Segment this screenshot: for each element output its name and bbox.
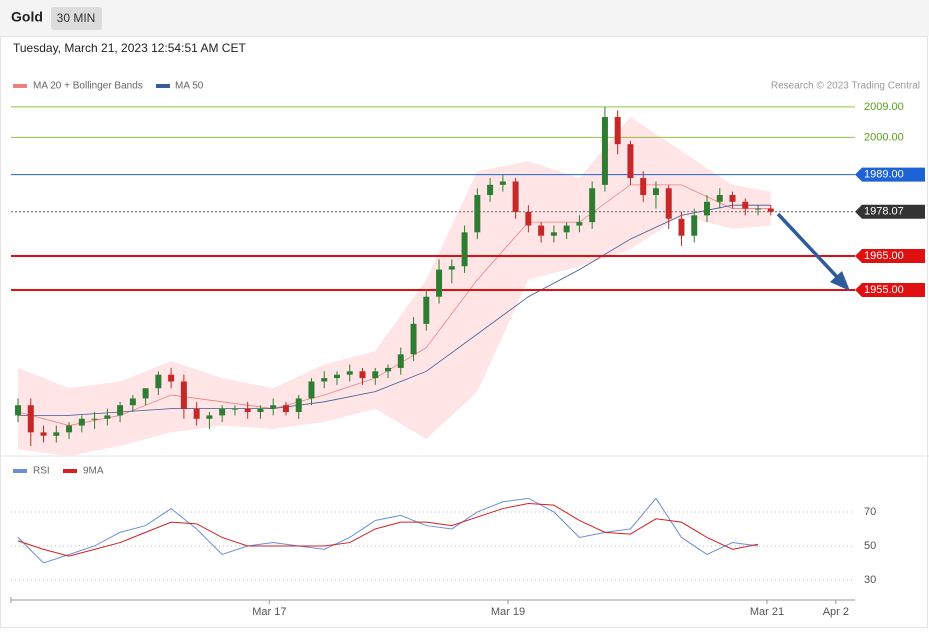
candle-body — [308, 381, 315, 399]
candle-body — [410, 323, 417, 355]
level-label: 1965.00 — [864, 250, 904, 262]
level-label: 1978.07 — [864, 206, 904, 218]
candle-body — [270, 405, 277, 409]
candle-body — [755, 208, 762, 210]
candle-body — [550, 232, 557, 236]
candle-body — [614, 117, 621, 145]
candle-body — [180, 381, 187, 409]
candle-body — [601, 117, 608, 185]
candle-body — [703, 201, 710, 216]
candle-body — [563, 225, 570, 233]
legend-swatch — [13, 469, 27, 473]
forecast-arrowhead — [830, 271, 850, 291]
toolbar — [0, 0, 929, 36]
level-tag — [855, 249, 925, 264]
interval[interactable]: 30 MIN — [57, 11, 96, 25]
level-tag — [855, 282, 925, 297]
candle-body — [742, 201, 749, 209]
x-tick-label: Mar 17 — [252, 606, 286, 618]
candle-body — [15, 405, 22, 416]
level-tag — [855, 204, 925, 219]
candle-body — [231, 408, 238, 410]
candle-body — [193, 408, 200, 419]
candle-body — [487, 184, 494, 196]
candle-body — [321, 378, 328, 382]
candle-body — [78, 418, 85, 426]
candle-body — [206, 415, 213, 419]
bollinger-band — [18, 117, 771, 457]
legend-swatch — [13, 84, 27, 88]
legend-label: MA 20 + Bollinger Bands — [33, 81, 143, 92]
candle-body — [538, 225, 545, 236]
candle-body — [333, 374, 340, 379]
y-tick-label: 70 — [864, 506, 876, 518]
indicator-line — [17, 497, 759, 564]
candle-body — [117, 405, 124, 416]
level-label: 1955.00 — [864, 284, 904, 296]
candle-body — [423, 296, 430, 324]
candle-body — [461, 232, 468, 267]
candle-body — [525, 211, 532, 226]
candle-body — [678, 218, 685, 236]
legend-label: MA 50 — [175, 81, 204, 92]
candle-body — [104, 415, 111, 419]
candle-body — [436, 269, 443, 297]
candle-body — [627, 144, 634, 179]
candle-body — [66, 425, 73, 433]
level-label: 2000.00 — [864, 131, 904, 143]
y-tick-label: 50 — [864, 540, 876, 552]
candle-body — [499, 181, 506, 185]
candle-body — [257, 408, 264, 412]
candle-body — [155, 374, 162, 389]
x-tick-label: Apr 2 — [823, 606, 849, 618]
candle-body — [640, 178, 647, 196]
ma50-line — [18, 204, 771, 416]
level-label: 1989.00 — [864, 169, 904, 181]
level-tag — [855, 167, 925, 182]
candle-body — [282, 405, 289, 412]
indicator-line — [17, 502, 759, 557]
candle-body — [295, 398, 302, 412]
candle-body — [27, 405, 34, 433]
y-tick-label: 30 — [864, 574, 876, 586]
legend-label: 9MA — [83, 466, 104, 477]
candle-body — [168, 374, 175, 382]
candle-body — [372, 371, 379, 379]
candle-body — [716, 195, 723, 202]
candle-body — [691, 215, 698, 236]
forecast-arrow — [776, 212, 840, 280]
legend-swatch — [63, 469, 77, 473]
timestamp: Tuesday, March 21, 2023 12:54:51 AM CET — [13, 41, 246, 55]
candle-body — [40, 432, 47, 436]
candle-body — [359, 371, 366, 379]
candle-body — [589, 188, 596, 223]
candle-body — [729, 195, 736, 202]
candle-body — [346, 371, 353, 375]
candle-body — [53, 432, 60, 436]
candle-body — [576, 222, 583, 226]
candle-body — [219, 408, 226, 416]
legend-swatch — [156, 84, 170, 88]
candle-body — [142, 388, 149, 399]
level-label: 2009.00 — [864, 101, 904, 113]
candle-body — [652, 188, 659, 196]
candle-body — [244, 408, 251, 412]
x-tick-label: Mar 19 — [491, 606, 525, 618]
candle-body — [385, 367, 392, 372]
interval-button[interactable] — [51, 7, 102, 30]
legend-label: RSI — [33, 466, 50, 477]
x-tick-label: Mar 21 — [750, 606, 784, 618]
candle-body — [767, 208, 774, 212]
candle-body — [129, 398, 136, 406]
frame — [0, 36, 928, 628]
candle-body — [448, 266, 455, 270]
credit: Research © 2023 Trading Central — [771, 81, 920, 92]
candle-body — [665, 188, 672, 219]
candle-body — [512, 181, 519, 212]
candle-body — [91, 418, 98, 420]
candle-body — [397, 354, 404, 368]
candle-body — [474, 195, 481, 233]
symbol: Gold — [11, 9, 43, 25]
